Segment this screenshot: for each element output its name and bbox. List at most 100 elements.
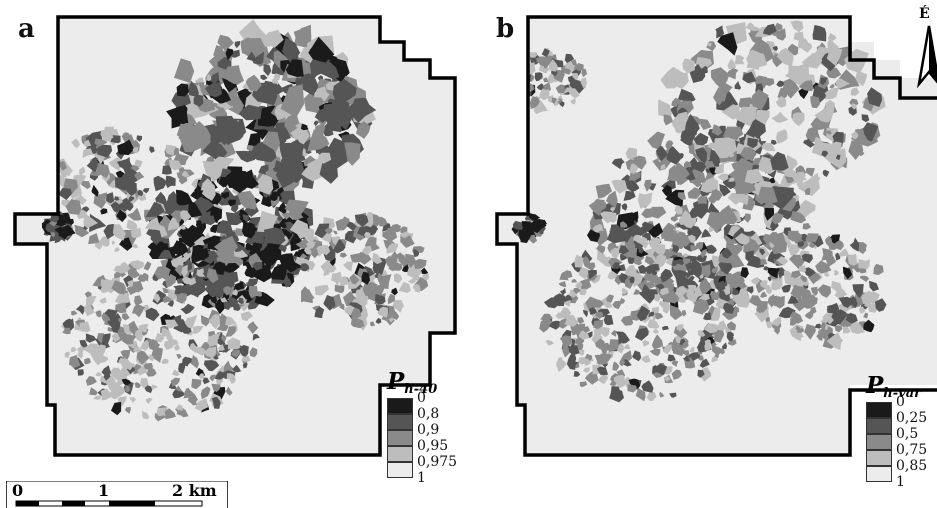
urban-zone (320, 59, 340, 80)
urban-zone (111, 240, 116, 245)
urban-zone (245, 74, 262, 92)
urban-zone (346, 221, 358, 231)
urban-zone (91, 184, 99, 197)
scale-bar: 0 1 2 km (6, 481, 228, 508)
urban-zone (540, 313, 553, 322)
urban-zone (770, 139, 777, 145)
urban-zone (744, 213, 751, 223)
urban-zone (400, 231, 411, 239)
urban-zone (609, 380, 617, 386)
urban-zone (119, 158, 133, 172)
urban-zone (648, 206, 667, 219)
urban-zone (285, 139, 303, 161)
urban-zone (163, 341, 173, 350)
urban-zone (217, 68, 226, 77)
urban-zone (795, 325, 801, 331)
urban-zone (141, 410, 149, 420)
urban-zone (815, 260, 832, 274)
urban-zone (745, 250, 754, 262)
urban-zone (175, 404, 184, 413)
urban-zone (637, 236, 649, 249)
urban-zone (588, 198, 605, 216)
urban-zone (555, 310, 566, 320)
urban-zone (693, 200, 709, 219)
urban-zone (801, 51, 823, 69)
urban-zone (557, 357, 563, 364)
urban-zone (566, 351, 577, 365)
urban-zone (254, 291, 263, 297)
urban-zone (97, 344, 106, 355)
urban-zone (873, 263, 884, 276)
urban-zone (820, 322, 826, 330)
urban-zone (617, 174, 640, 193)
urban-zone (71, 138, 80, 149)
urban-zone (805, 233, 816, 243)
urban-zone (303, 288, 313, 304)
urban-zone (405, 253, 417, 268)
map-a (13, 15, 457, 457)
urban-zone (519, 70, 525, 76)
urban-zone (208, 72, 220, 84)
urban-zone (99, 297, 107, 304)
urban-zone (641, 355, 651, 363)
urban-zone (127, 207, 142, 221)
urban-zone (119, 284, 126, 295)
urban-zone (65, 199, 82, 215)
urban-zone (543, 77, 549, 83)
urban-zone (850, 87, 860, 96)
legend-value-b: 0,75 (896, 442, 928, 458)
urban-zone (847, 253, 858, 266)
urban-zone (74, 194, 87, 205)
urban-zone (111, 326, 120, 333)
urban-zone (279, 222, 287, 229)
urban-zone (708, 193, 717, 204)
urban-zone (608, 339, 622, 353)
urban-zone (718, 260, 733, 275)
urban-zone (174, 344, 180, 351)
urban-zone (78, 166, 86, 176)
urban-zone (768, 296, 782, 307)
urban-zone (845, 312, 858, 324)
urban-zone (711, 124, 723, 136)
urban-zone (694, 255, 707, 263)
urban-zone (720, 348, 725, 355)
urban-zone (646, 391, 657, 401)
urban-zone (798, 80, 814, 92)
urban-zone (765, 321, 774, 328)
urban-zone (150, 229, 163, 246)
urban-zone (199, 250, 219, 264)
urban-zone (170, 377, 180, 387)
urban-zone (638, 247, 644, 254)
urban-zone (804, 187, 811, 195)
urban-zone (144, 217, 160, 230)
urban-zone (190, 190, 204, 201)
urban-zone (142, 362, 154, 370)
urban-zone (256, 152, 263, 161)
urban-zone (274, 103, 294, 121)
urban-zone (660, 164, 666, 170)
urban-zone (750, 277, 760, 285)
urban-zone (165, 273, 177, 288)
urban-zone (538, 218, 547, 226)
urban-zone (715, 25, 725, 39)
urban-zone (193, 94, 204, 107)
urban-zone (375, 317, 382, 324)
urban-zone (835, 77, 850, 89)
urban-zone (560, 287, 566, 296)
urban-zone (320, 245, 331, 256)
urban-zone (314, 86, 330, 102)
urban-zone (237, 190, 257, 210)
urban-zone (172, 369, 180, 377)
urban-zone (666, 293, 680, 304)
urban-zone (628, 172, 641, 181)
urban-zone (651, 334, 664, 350)
urban-zone (100, 129, 114, 143)
urban-zone (138, 324, 149, 333)
urban-zone (108, 157, 121, 171)
urban-zone (172, 389, 185, 399)
urban-zone (102, 333, 111, 345)
urban-zone (664, 376, 671, 382)
urban-zone (265, 125, 274, 132)
urban-zone (604, 302, 613, 308)
urban-zone (314, 284, 329, 296)
